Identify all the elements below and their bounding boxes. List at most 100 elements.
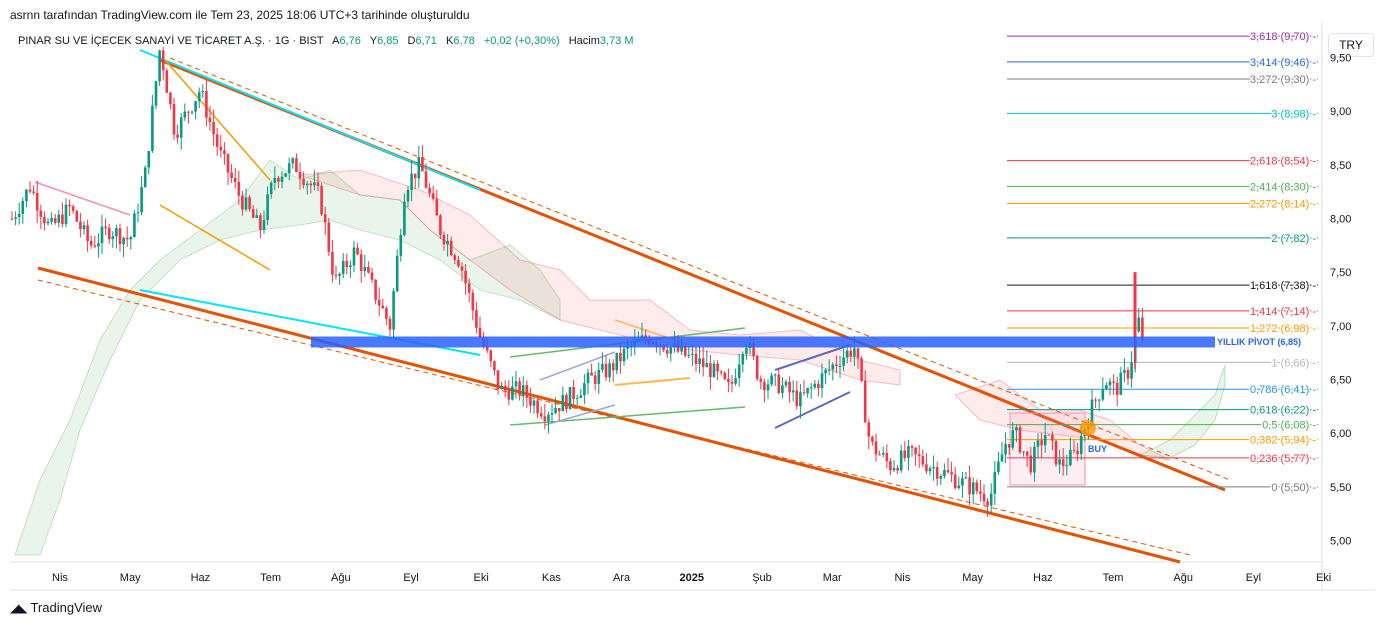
- x-tick-label: Ara: [613, 572, 631, 584]
- candle-body: [446, 240, 449, 245]
- candle-body: [835, 364, 838, 366]
- candle-body: [568, 387, 572, 410]
- fib-level-label: 2,414 (8,30) -: [1250, 181, 1316, 193]
- candle-body: [1058, 459, 1061, 465]
- candle-body: [395, 255, 399, 292]
- candle-body: [730, 381, 734, 384]
- fib-level-label: 2,618 (8,54) -: [1250, 156, 1316, 168]
- x-tick-label: Tem: [260, 572, 281, 584]
- purple-wedge-top[interactable]: [539, 351, 616, 381]
- pink-wedge-line[interactable]: [34, 181, 131, 216]
- fib-level-label: 0,236 (5,77) -: [1250, 453, 1316, 465]
- x-tick-label: Şub: [752, 572, 772, 584]
- candle-body: [1004, 444, 1007, 455]
- candle-body: [201, 90, 205, 93]
- candle-body: [975, 482, 979, 492]
- flag-orange-2[interactable]: [159, 204, 271, 271]
- candle-body: [208, 117, 212, 122]
- candle-body: [932, 467, 935, 469]
- blue-wedge-bottom[interactable]: [774, 391, 851, 429]
- candle-body: [914, 447, 917, 455]
- candle-body: [147, 151, 151, 168]
- candle-body: [1022, 451, 1025, 453]
- candle-body: [565, 395, 568, 410]
- chart-grid: [10, 20, 1375, 591]
- candle-body: [993, 472, 997, 494]
- candle-body: [345, 260, 349, 268]
- candle-body: [75, 210, 79, 222]
- candle-body: [719, 371, 723, 373]
- fib-level-label: 1 (6,66) -: [1271, 357, 1316, 369]
- pivot-band[interactable]: [311, 336, 1215, 348]
- candle-body: [223, 150, 226, 155]
- cyan-trend-top[interactable]: [139, 49, 481, 191]
- candle-body: [133, 213, 136, 238]
- candle-body: [543, 416, 547, 422]
- candle-body: [799, 392, 802, 407]
- candle-body: [770, 375, 773, 385]
- candle-body: [709, 363, 712, 378]
- candle-body: [334, 274, 338, 276]
- fib-level-label: 3 (8,98) -: [1271, 108, 1316, 120]
- candle-body: [1076, 450, 1079, 455]
- candle-body: [572, 387, 575, 399]
- candle-body: [925, 464, 928, 472]
- channel-upper-dash: [169, 57, 1231, 481]
- candle-body: [460, 266, 464, 271]
- flag-orange-1[interactable]: [164, 59, 271, 181]
- currency-button[interactable]: TRY: [1328, 33, 1374, 57]
- candle-body: [471, 292, 475, 311]
- candle-body: [773, 374, 777, 376]
- candle-body: [1094, 399, 1097, 401]
- orange-flag-3[interactable]: [614, 377, 691, 386]
- candle-body: [874, 441, 878, 455]
- candle-body: [863, 380, 867, 423]
- candle-body: [21, 200, 25, 214]
- candle-body: [435, 198, 439, 216]
- candle-body: [1069, 449, 1072, 466]
- candle-body: [129, 237, 133, 240]
- candle-body: [1054, 440, 1058, 465]
- x-tick-label: Eyl: [1246, 572, 1261, 584]
- candle-body: [259, 215, 262, 231]
- candle-body: [1025, 451, 1029, 456]
- candle-body: [514, 381, 518, 387]
- change-value: +0,02 (+0,30%): [483, 35, 560, 47]
- green-wedge-bottom[interactable]: [509, 406, 746, 426]
- candle-body: [917, 454, 921, 457]
- candle-body: [845, 350, 849, 358]
- candle-body: [557, 408, 561, 412]
- symbol-title[interactable]: PINAR SU VE İÇECEK SANAYİ VE TİCARET A.Ş…: [18, 35, 324, 47]
- x-tick-label: May: [962, 572, 983, 584]
- candle-body: [107, 228, 111, 240]
- candle-body: [532, 400, 536, 406]
- channel-lower-line[interactable]: [37, 266, 1181, 564]
- x-tick-label: Eyl: [403, 572, 418, 584]
- candle-body: [608, 363, 611, 378]
- candle-body: [35, 192, 39, 211]
- candle-body: [511, 386, 514, 400]
- candle-body: [788, 381, 791, 393]
- tradingview-brand: ◢◣ TradingView: [10, 600, 102, 615]
- candle-body: [597, 369, 601, 384]
- candle-body: [1123, 369, 1126, 373]
- candle-body: [946, 470, 950, 473]
- candle-body: [583, 383, 586, 396]
- candle-body: [701, 358, 705, 368]
- candle-body: [86, 225, 89, 241]
- candle-body: [43, 216, 46, 224]
- y-tick-label: 7,00: [1330, 321, 1351, 333]
- candle-body: [1033, 446, 1036, 473]
- purple-wedge-bottom[interactable]: [544, 404, 616, 426]
- candle-body: [554, 408, 557, 414]
- candle-body: [230, 172, 233, 178]
- candle-body: [896, 467, 899, 471]
- x-tick-label: Ağu: [1173, 572, 1193, 584]
- buy-marker[interactable]: [1080, 420, 1096, 436]
- candle-body: [615, 352, 619, 371]
- candle-body: [302, 178, 305, 186]
- x-tick-label: Ağu: [331, 572, 351, 584]
- candle-body: [439, 215, 442, 235]
- blue-wedge-top[interactable]: [774, 344, 851, 371]
